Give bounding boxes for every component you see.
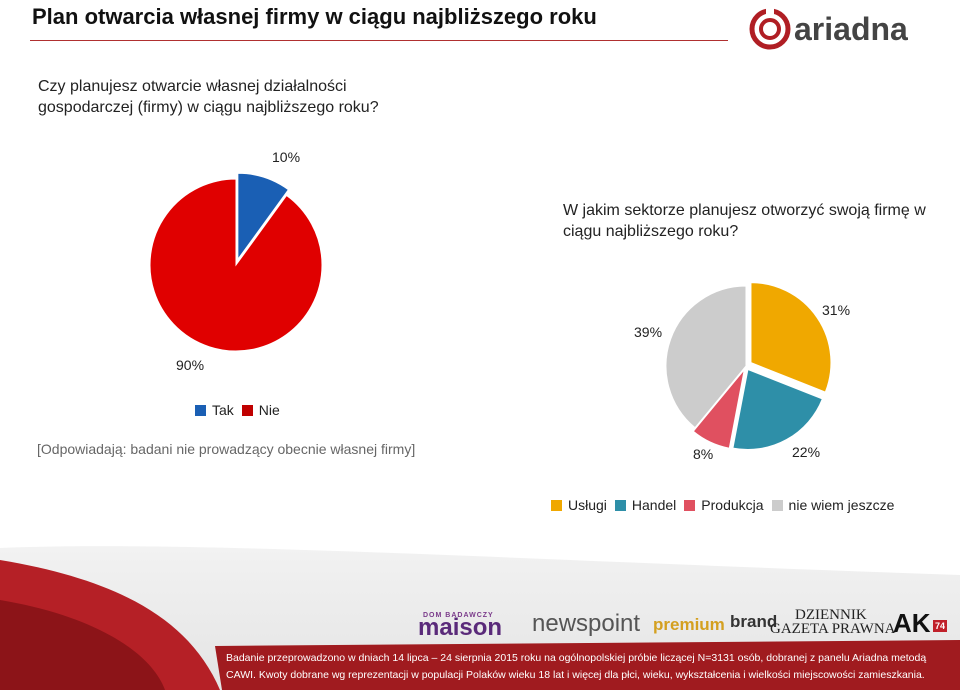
pie1-label-nie: 90% (176, 357, 205, 373)
pie1-slice-tak (237, 172, 290, 261)
legend-item-tak: Tak (195, 402, 234, 418)
partner-brand-logo: brand (730, 612, 778, 631)
partner-newspoint-logo: newspoint (532, 610, 641, 637)
question-1: Czy planujesz otwarcie własnej działalno… (38, 78, 379, 116)
legend-item-nie: Nie (241, 402, 280, 418)
footer-line-2: CAWI. Kwoty dobrane wg reprezentacji w p… (226, 669, 925, 681)
legend-swatch-produkcja (684, 499, 696, 511)
partner-ak-badge: 74 (933, 620, 948, 632)
pie2-label-uslugi: 31% (822, 302, 851, 318)
legend-swatch-uslugi (551, 499, 562, 511)
partner-ak-logo: AK (893, 608, 931, 638)
legend-swatch-handel (614, 499, 626, 511)
legend-label-produkcja: Produkcja (701, 497, 764, 513)
legend-label-handel: Handel (631, 497, 677, 513)
pie2-slice-uslugi (750, 282, 832, 393)
partner-dgp-line2: GAZETA PRAWNA (770, 621, 896, 637)
pie2-slice-produkcja (692, 369, 745, 449)
legend-swatch-niewiem (771, 499, 783, 511)
pie2-label-produkcja: 8% (693, 446, 714, 462)
pie2-slice-niewiem (665, 285, 747, 429)
pie2-label-handel: 22% (792, 444, 821, 460)
legend-item-uslugi: Usługi (551, 497, 607, 513)
partner-dgp-line1: DZIENNIK (795, 607, 867, 623)
legend-item-niewiem: nie wiem jeszcze (771, 497, 895, 513)
partner-maison-small: DOM BADAWCZY (423, 612, 494, 619)
legend-label-tak: Tak (212, 402, 234, 418)
question-2: W jakim sektorze planujesz otworzyć swoj… (563, 202, 926, 240)
legend-label-uslugi: Usługi (568, 497, 607, 513)
footer-methodology: Badanie przeprowadzono w dniach 14 lipca… (226, 650, 956, 684)
legend-swatch-nie (241, 404, 253, 416)
ariadna-logo: ariadna (748, 6, 948, 52)
pie2-legend: Usługi Handel Produkcja nie wiem jeszcze (551, 497, 902, 513)
legend-swatch-tak (195, 404, 206, 416)
logo-text: ariadna (794, 11, 908, 47)
pie2-label-niewiem: 39% (634, 324, 663, 340)
legend-item-handel: Handel (614, 497, 677, 513)
respondents-note: [Odpowiadają: badani nie prowadzący obec… (37, 441, 416, 457)
pie2-slice-handel (732, 368, 823, 451)
title-divider (30, 40, 728, 41)
footer-line-1: Badanie przeprowadzono w dniach 14 lipca… (226, 652, 927, 664)
legend-label-nie: Nie (258, 402, 280, 418)
pie1-legend: Tak Nie (195, 402, 288, 418)
page-title: Plan otwarcia własnej firmy w ciągu najb… (32, 4, 597, 29)
partner-premium-logo: premium (653, 615, 725, 634)
partner-maison-logo: maison (418, 614, 503, 641)
legend-label-niewiem: nie wiem jeszcze (788, 497, 895, 513)
legend-item-produkcja: Produkcja (684, 497, 764, 513)
pie1-slice-nie (149, 178, 323, 352)
pie1-label-tak: 10% (272, 149, 301, 165)
